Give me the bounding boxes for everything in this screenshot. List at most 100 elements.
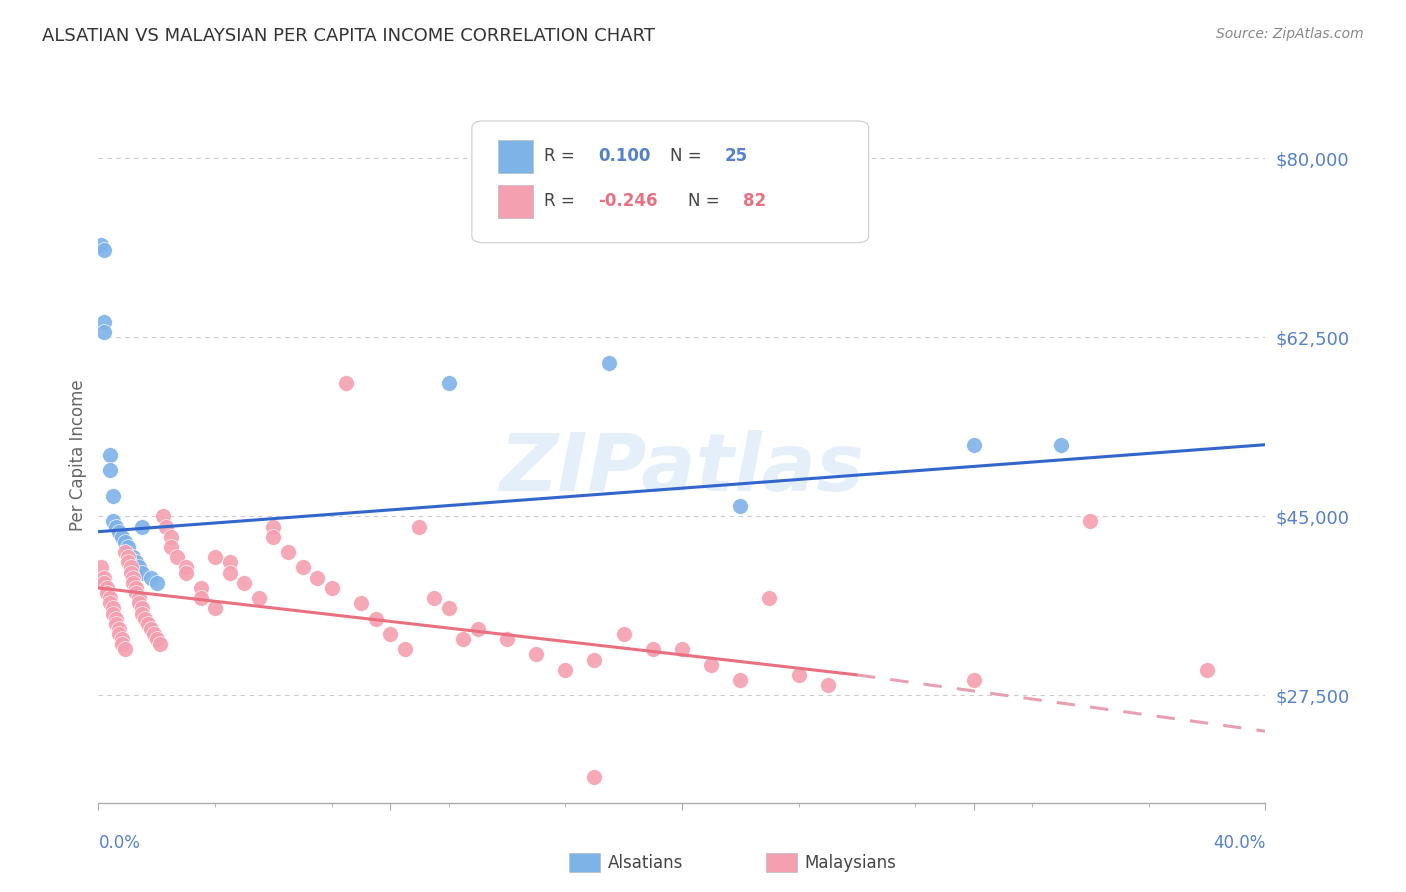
Point: [277, 545, 299, 559]
Point: [218, 566, 240, 580]
Point: [787, 668, 810, 682]
Point: [111, 530, 134, 544]
Point: [671, 642, 693, 657]
Point: [307, 571, 329, 585]
Point: [524, 648, 547, 662]
Point: [378, 627, 402, 641]
Point: [131, 519, 153, 533]
Point: [125, 581, 148, 595]
Point: [104, 612, 127, 626]
Point: [108, 524, 131, 539]
Point: [93, 325, 115, 339]
Point: [125, 555, 148, 569]
Point: [962, 673, 984, 687]
Point: [93, 315, 115, 329]
Point: [218, 555, 240, 569]
Point: [700, 657, 723, 672]
Text: N =: N =: [671, 147, 707, 165]
Point: [160, 530, 183, 544]
Point: [117, 550, 139, 565]
Point: [131, 607, 153, 621]
Text: 82: 82: [742, 192, 766, 210]
Point: [101, 515, 124, 529]
Point: [98, 596, 121, 610]
Point: [134, 612, 156, 626]
Point: [728, 499, 751, 513]
Point: [108, 622, 131, 636]
Point: [350, 596, 373, 610]
Point: [114, 642, 136, 657]
Point: [641, 642, 664, 657]
Point: [437, 601, 460, 615]
Point: [451, 632, 474, 646]
Text: 0.0%: 0.0%: [98, 834, 141, 852]
Point: [335, 376, 357, 391]
Point: [90, 238, 112, 252]
Point: [962, 438, 984, 452]
Point: [111, 632, 134, 646]
Point: [728, 673, 751, 687]
Point: [139, 571, 162, 585]
FancyBboxPatch shape: [472, 121, 869, 243]
Point: [125, 586, 148, 600]
Point: [160, 540, 183, 554]
Point: [321, 581, 343, 595]
Point: [166, 550, 188, 565]
Point: [583, 652, 606, 666]
Point: [394, 642, 416, 657]
Point: [155, 519, 177, 533]
Point: [174, 560, 197, 574]
Point: [262, 530, 284, 544]
Point: [758, 591, 780, 606]
Point: [146, 632, 169, 646]
Text: Malaysians: Malaysians: [804, 854, 896, 871]
Point: [408, 519, 430, 533]
Point: [1050, 438, 1073, 452]
Point: [117, 555, 139, 569]
Point: [122, 571, 145, 585]
Point: [612, 627, 634, 641]
Point: [128, 591, 150, 606]
Point: [136, 616, 159, 631]
Point: [262, 519, 284, 533]
Y-axis label: Per Capita Income: Per Capita Income: [69, 379, 87, 531]
Text: 40.0%: 40.0%: [1213, 834, 1265, 852]
Point: [122, 550, 145, 565]
Point: [122, 575, 145, 590]
Text: R =: R =: [544, 192, 581, 210]
Point: [108, 627, 131, 641]
Point: [204, 550, 226, 565]
Text: R =: R =: [544, 147, 581, 165]
Point: [96, 581, 118, 595]
Bar: [498, 140, 533, 173]
Point: [247, 591, 270, 606]
Point: [146, 575, 169, 590]
Point: [190, 581, 212, 595]
Bar: [498, 185, 533, 219]
Point: [204, 601, 226, 615]
Point: [120, 560, 142, 574]
Point: [96, 586, 118, 600]
Point: [495, 632, 517, 646]
Text: Source: ZipAtlas.com: Source: ZipAtlas.com: [1216, 27, 1364, 41]
Point: [583, 770, 606, 784]
Point: [104, 519, 127, 533]
Point: [128, 596, 150, 610]
Point: [364, 612, 387, 626]
Point: [1080, 515, 1102, 529]
Point: [114, 534, 136, 549]
Point: [104, 616, 127, 631]
Point: [120, 566, 142, 580]
Point: [190, 591, 212, 606]
Point: [817, 678, 839, 692]
Point: [111, 637, 134, 651]
Point: [149, 637, 172, 651]
Point: [131, 601, 153, 615]
Point: [98, 591, 121, 606]
Text: ALSATIAN VS MALAYSIAN PER CAPITA INCOME CORRELATION CHART: ALSATIAN VS MALAYSIAN PER CAPITA INCOME …: [42, 27, 655, 45]
Point: [467, 622, 489, 636]
Point: [98, 463, 121, 477]
Text: Alsatians: Alsatians: [607, 854, 683, 871]
Point: [93, 244, 115, 258]
Point: [423, 591, 446, 606]
